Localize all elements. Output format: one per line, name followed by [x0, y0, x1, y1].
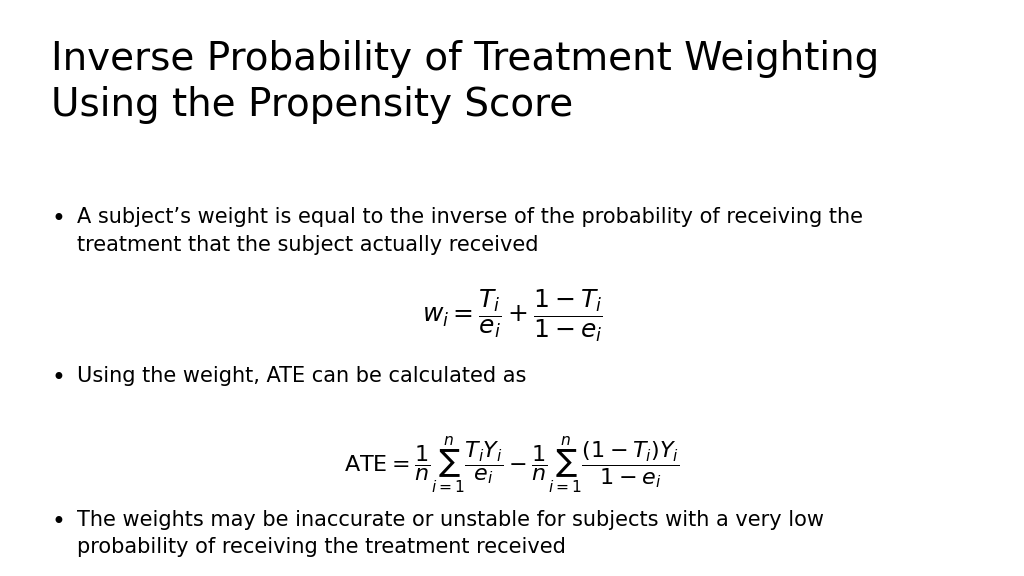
Text: •: •	[51, 510, 66, 534]
Text: $\mathrm{ATE} = \dfrac{1}{n}\sum_{i=1}^{n} \dfrac{T_i Y_i}{e_i} - \dfrac{1}{n}\s: $\mathrm{ATE} = \dfrac{1}{n}\sum_{i=1}^{…	[344, 435, 680, 496]
Text: •: •	[51, 366, 66, 390]
Text: Using the weight, ATE can be calculated as: Using the weight, ATE can be calculated …	[77, 366, 526, 386]
Text: A subject’s weight is equal to the inverse of the probability of receiving the
t: A subject’s weight is equal to the inver…	[77, 207, 863, 255]
Text: •: •	[51, 207, 66, 232]
Text: The weights may be inaccurate or unstable for subjects with a very low
probabili: The weights may be inaccurate or unstabl…	[77, 510, 823, 557]
Text: $w_i = \dfrac{T_i}{e_i} + \dfrac{1-T_i}{1-e_i}$: $w_i = \dfrac{T_i}{e_i} + \dfrac{1-T_i}{…	[422, 288, 602, 344]
Text: Inverse Probability of Treatment Weighting
Using the Propensity Score: Inverse Probability of Treatment Weighti…	[51, 40, 880, 124]
